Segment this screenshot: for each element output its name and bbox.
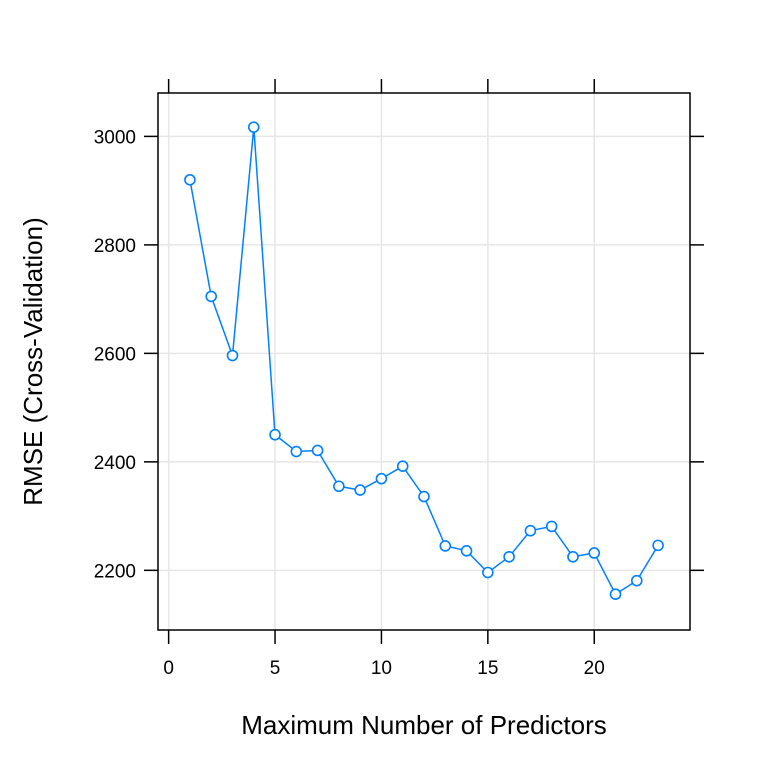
data-point bbox=[460, 545, 473, 557]
x-tick-label: 5 bbox=[270, 658, 281, 679]
data-point bbox=[482, 566, 494, 579]
data-point bbox=[375, 472, 388, 485]
data-point bbox=[205, 290, 217, 303]
y-tick-label: 2800 bbox=[94, 236, 136, 257]
data-point bbox=[630, 574, 643, 587]
data-point bbox=[290, 445, 303, 458]
data-point bbox=[311, 444, 324, 457]
data-point bbox=[184, 173, 196, 186]
data-points bbox=[184, 121, 664, 601]
y-axis-title: RMSE (Cross-Validation) bbox=[18, 217, 48, 505]
data-point bbox=[333, 480, 345, 493]
data-point bbox=[609, 588, 622, 601]
y-tick-label: 2400 bbox=[94, 453, 136, 474]
y-tick-label: 2600 bbox=[94, 344, 136, 365]
data-point bbox=[226, 349, 239, 362]
data-point bbox=[396, 460, 409, 472]
data-point bbox=[354, 484, 366, 496]
tick-labels: 0 5 10 15 20 2200 2400 2600 2800 3000 bbox=[94, 127, 605, 679]
axis-ticks bbox=[144, 79, 704, 644]
data-point bbox=[247, 121, 260, 133]
data-point bbox=[269, 428, 281, 441]
y-tick-label: 2200 bbox=[94, 561, 136, 582]
data-point bbox=[503, 550, 515, 563]
data-point bbox=[588, 547, 601, 559]
data-point bbox=[652, 539, 664, 552]
x-tick-label: 15 bbox=[477, 658, 498, 679]
data-point bbox=[439, 540, 452, 552]
plot-frame bbox=[157, 92, 691, 631]
data-point bbox=[524, 524, 537, 537]
series-line bbox=[189, 127, 659, 596]
data-point bbox=[545, 520, 558, 533]
x-tick-label: 10 bbox=[371, 658, 392, 679]
x-axis-title: Maximum Number of Predictors bbox=[241, 710, 607, 740]
x-tick-label: 20 bbox=[584, 658, 605, 679]
y-tick-label: 3000 bbox=[94, 127, 136, 148]
x-tick-label: 0 bbox=[163, 658, 174, 679]
data-point bbox=[418, 490, 430, 503]
grid-lines bbox=[158, 93, 690, 630]
data-point bbox=[567, 550, 579, 563]
